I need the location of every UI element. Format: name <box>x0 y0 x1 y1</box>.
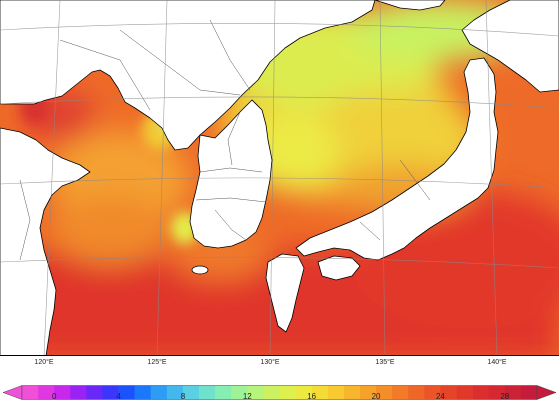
land-russia <box>374 0 446 11</box>
colorbar-swatch <box>134 385 152 400</box>
land-shikoku <box>317 255 361 281</box>
colorbar-swatch <box>343 385 361 400</box>
colorbar-swatch <box>215 385 232 400</box>
colorbar-extend-max <box>536 385 557 400</box>
colorbar-tick-label: 0 <box>51 392 57 401</box>
colorbar-swatch <box>22 385 39 400</box>
graticule <box>0 0 559 355</box>
land <box>0 0 559 355</box>
land-china-north <box>0 0 376 151</box>
colorbar-swatch <box>504 385 522 400</box>
colorbar-swatch <box>54 385 71 400</box>
colorbar-tick-label: 24 <box>435 392 445 401</box>
colorbar-swatch <box>456 385 473 400</box>
colorbar-swatch <box>70 385 87 400</box>
colorbar <box>2 385 557 400</box>
lon-label-130: 130°E <box>260 359 280 366</box>
colorbar-outline <box>21 385 538 400</box>
colorbar-swatch <box>408 385 425 400</box>
colorbar-swatch <box>376 385 393 400</box>
colorbar-tick-label: 8 <box>180 392 186 401</box>
colorbar-swatch <box>279 385 296 400</box>
land-korea <box>189 99 273 249</box>
colorbar-swatch <box>424 385 441 400</box>
land-jeju <box>191 265 209 275</box>
colorbar-swatch <box>247 385 264 400</box>
colorbar-extend-min <box>2 385 23 400</box>
colorbar-swatch <box>166 385 184 400</box>
map-canvas <box>0 0 559 355</box>
colorbar-swatch <box>295 385 312 400</box>
colorbar-tick-label: 16 <box>307 392 317 401</box>
colorbar-swatch <box>102 385 119 400</box>
colorbar-swatch <box>520 385 538 400</box>
colorbar-swatch <box>150 385 168 400</box>
colorbar-swatch <box>311 385 329 400</box>
colorbar-swatch <box>327 385 345 400</box>
colorbar-tick-label: 20 <box>371 392 381 401</box>
lon-label-125: 125°E <box>147 359 167 366</box>
lon-label-120: 120°E <box>34 359 54 366</box>
land-hokkaido <box>461 0 559 93</box>
colorbar-swatch <box>263 385 280 400</box>
colorbar-swatch <box>38 385 55 400</box>
colorbar-swatch <box>359 385 377 400</box>
colorbar-swatch <box>488 385 506 400</box>
colorbar-swatch <box>472 385 490 400</box>
land-honshu <box>295 57 499 261</box>
land-china-east <box>0 127 91 355</box>
colorbar-tick-label: 4 <box>116 392 121 401</box>
colorbar-swatch <box>182 385 200 400</box>
colorbar-swatch <box>231 385 248 400</box>
colorbar-tick-label: 28 <box>500 392 510 401</box>
colorbar-swatch <box>86 385 103 400</box>
sst-map <box>0 0 559 356</box>
colorbar-swatch <box>118 385 135 400</box>
colorbar-swatch <box>392 385 409 400</box>
admin-borders <box>19 19 431 261</box>
colorbar-tick-label: 12 <box>242 392 252 401</box>
sst-field <box>0 0 559 355</box>
colorbar-swatch <box>440 385 457 400</box>
land-kyushu <box>265 253 305 333</box>
lon-label-135: 135°E <box>375 359 395 366</box>
colorbar-swatch <box>199 385 216 400</box>
lon-label-140: 140°E <box>487 359 507 366</box>
